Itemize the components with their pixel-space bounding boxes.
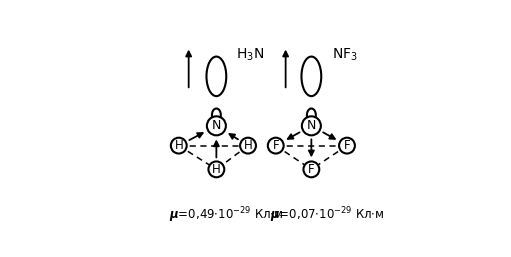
Circle shape: [208, 161, 224, 177]
Text: F: F: [272, 139, 279, 152]
Text: N: N: [212, 119, 221, 132]
Circle shape: [171, 138, 187, 153]
Text: H: H: [174, 139, 183, 152]
Text: H: H: [244, 139, 252, 152]
Circle shape: [302, 116, 321, 135]
Circle shape: [339, 138, 355, 153]
Text: H: H: [212, 163, 221, 176]
Text: H$_3$N: H$_3$N: [236, 46, 264, 63]
Text: NF$_3$: NF$_3$: [332, 46, 358, 63]
Text: $\boldsymbol{\mu}$=0,49$\cdot$10$^{-29}$ Кл$\cdot$м: $\boldsymbol{\mu}$=0,49$\cdot$10$^{-29}$…: [169, 205, 284, 225]
Circle shape: [207, 116, 226, 135]
Circle shape: [240, 138, 256, 153]
Text: N: N: [307, 119, 316, 132]
Text: $\boldsymbol{\mu}$=0,07$\cdot$10$^{-29}$ Кл$\cdot$м: $\boldsymbol{\mu}$=0,07$\cdot$10$^{-29}$…: [270, 205, 384, 225]
Circle shape: [268, 138, 284, 153]
Circle shape: [304, 161, 319, 177]
Text: F: F: [308, 163, 315, 176]
Text: F: F: [344, 139, 351, 152]
